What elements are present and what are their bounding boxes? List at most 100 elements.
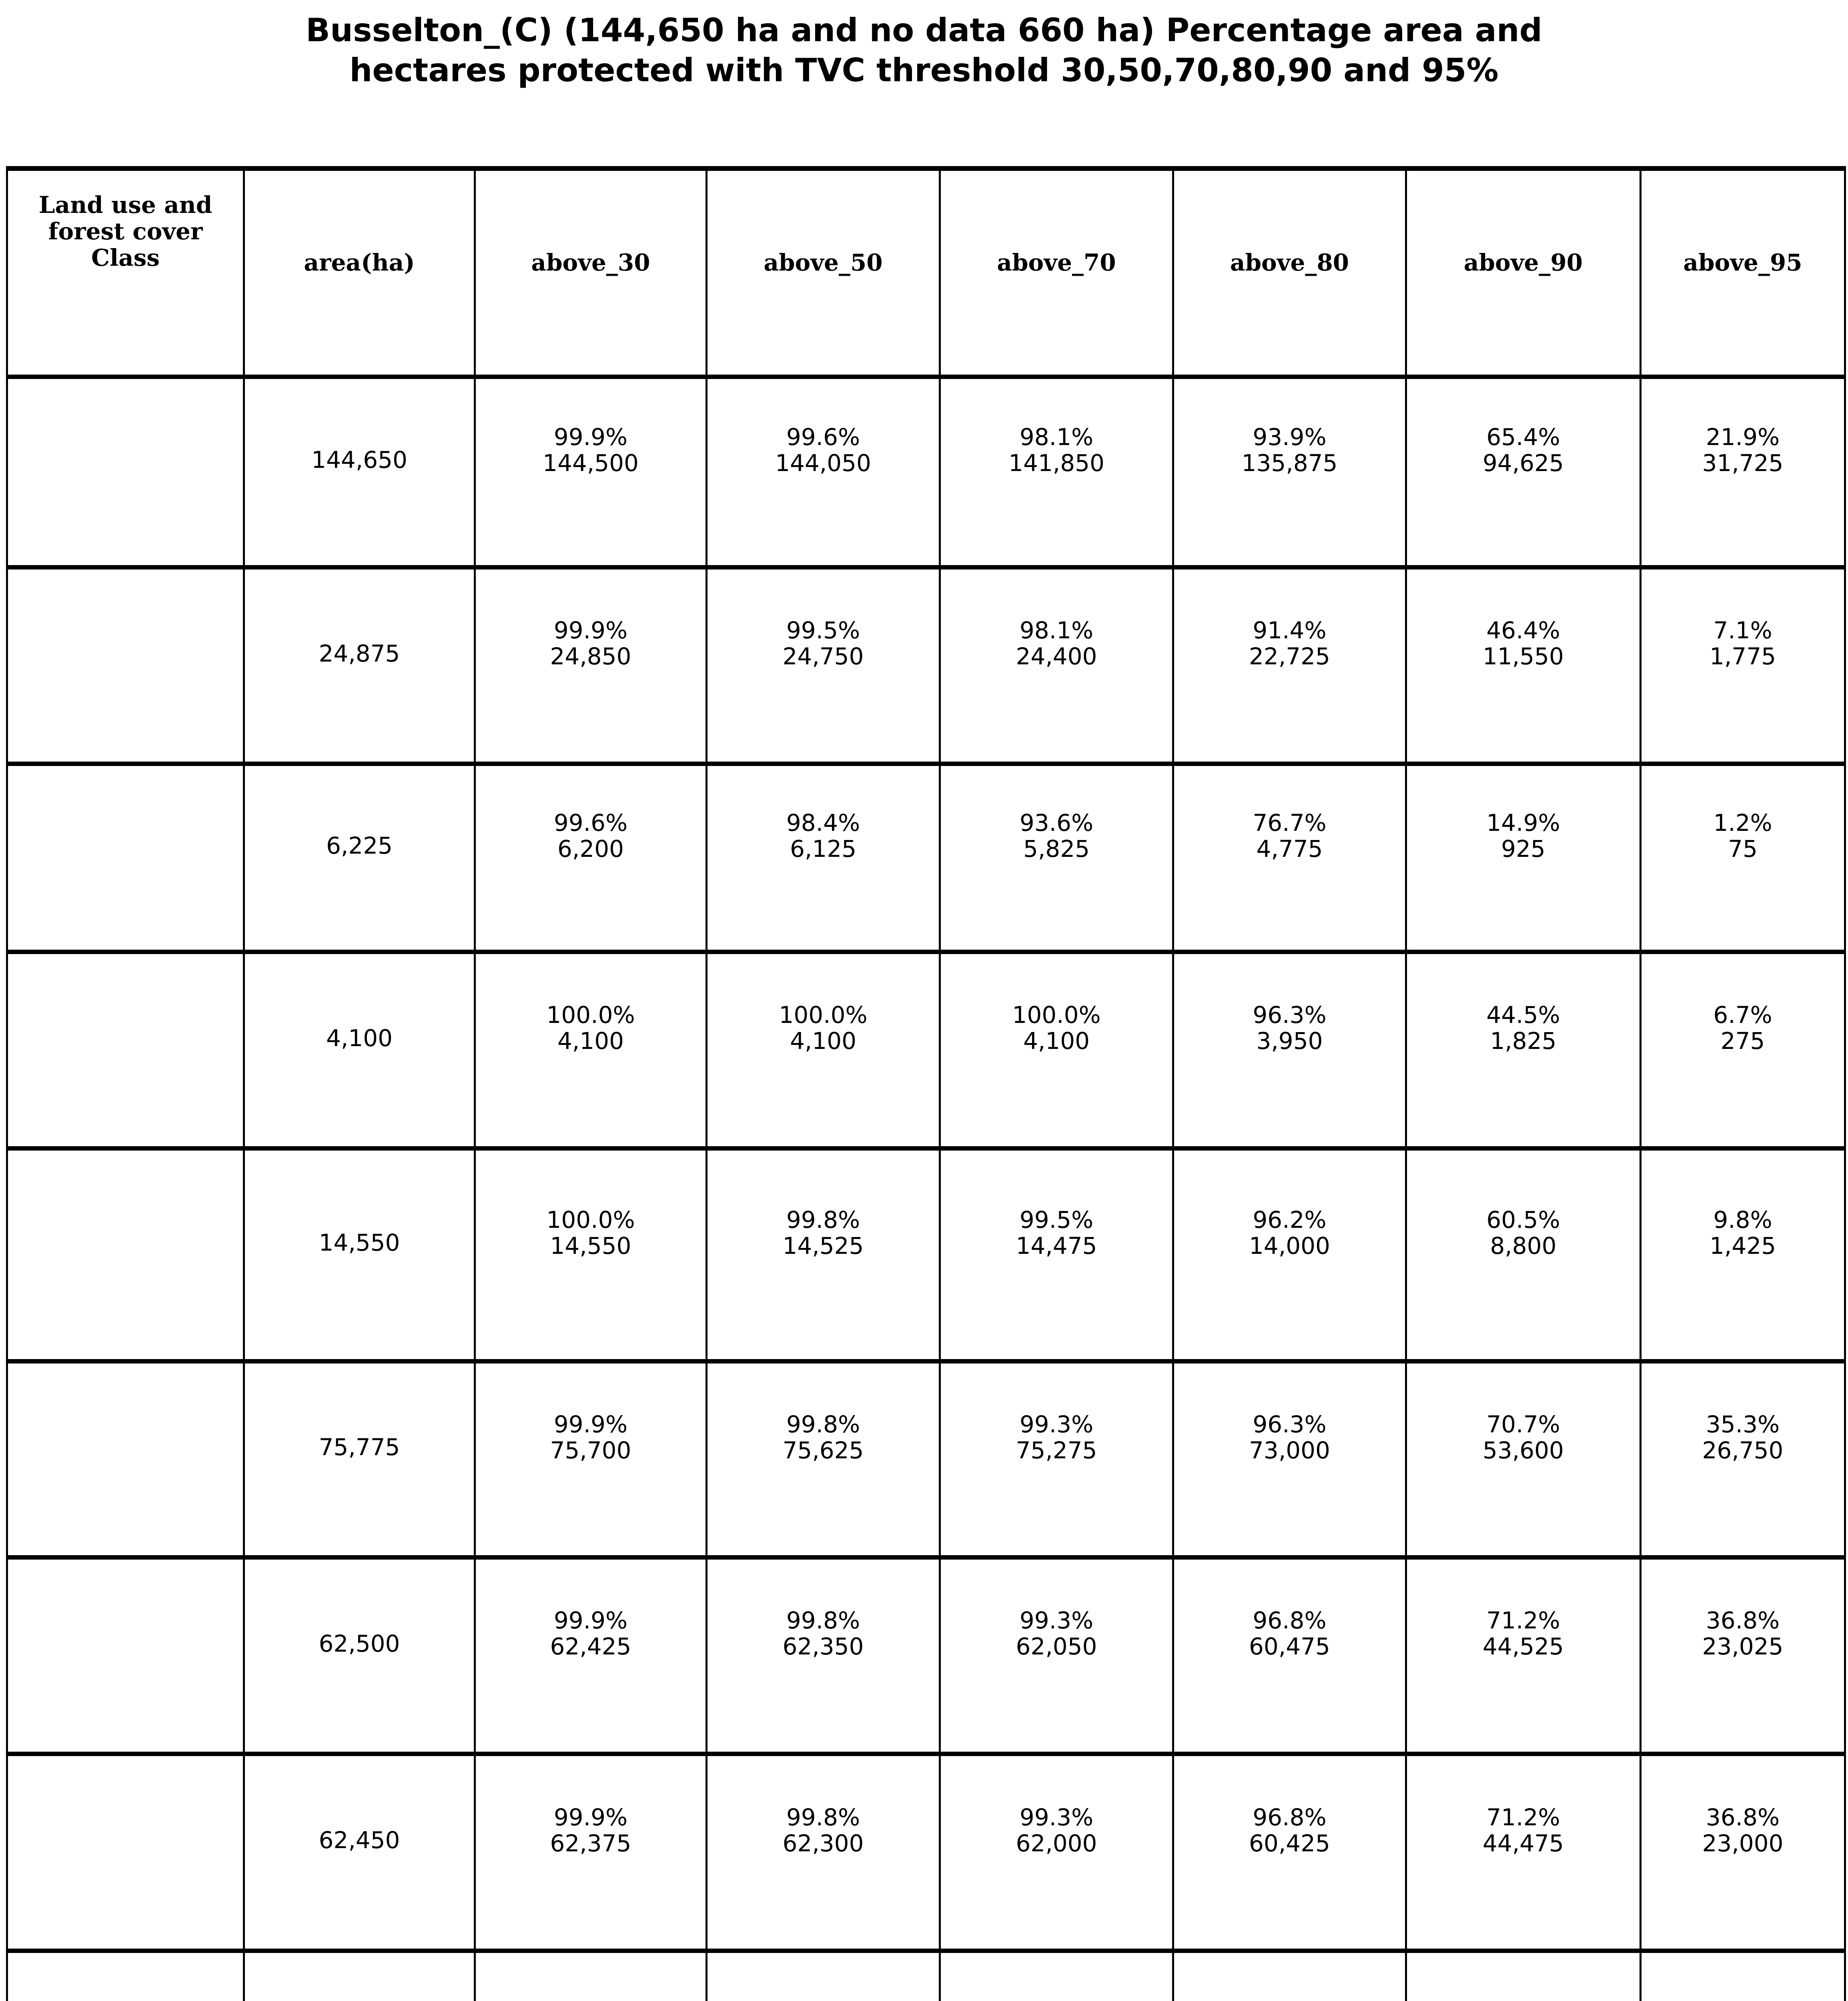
threshold-value-pair: 21.9% 31,725 — [1702, 424, 1784, 476]
threshold-cell: 99.3% 62,050 — [941, 1560, 1174, 1756]
percent-value: 71.2% — [1486, 1607, 1560, 1634]
percent-value: 35.3% — [1706, 1410, 1780, 1438]
threshold-cell: 91.4% 22,725 — [1174, 569, 1407, 766]
hectares-value: 1,775 — [1709, 643, 1776, 670]
percent-value: 96.8% — [1253, 1803, 1327, 1831]
hectares-value: 144,050 — [775, 449, 871, 477]
threshold-value-pair: 98.1% 24,400 — [1016, 618, 1097, 670]
threshold-cell: 100.0%13,275 — [708, 1953, 941, 2001]
hectares-value: 141,850 — [1008, 449, 1104, 477]
threshold-cell: 71.2% 44,525 — [1407, 1560, 1642, 1756]
threshold-cell: 65.4% 94,625 — [1407, 379, 1642, 569]
row-label-cell: Conservation and natural environments Wo… — [8, 954, 245, 1151]
percent-value: 99.3% — [1019, 1803, 1094, 1831]
threshold-cell: 35.3% 26,750 — [1642, 1363, 1844, 1560]
hectares-value: 14,550 — [550, 1232, 631, 1259]
hectares-value: 4,775 — [1256, 835, 1323, 862]
threshold-value-pair: 93.6% 5,825 — [1020, 810, 1093, 862]
hectares-value: 11,550 — [1483, 643, 1564, 670]
hectares-value: 24,850 — [550, 643, 631, 670]
percent-value: 99.3% — [1019, 1607, 1094, 1634]
percent-value: 99.9% — [553, 1410, 628, 1438]
area-value: 24,875 — [319, 640, 400, 667]
threshold-value-pair: 99.9% 24,850 — [550, 618, 631, 670]
hectares-value: 62,000 — [1016, 1829, 1097, 1857]
row-label-cell: Grazing non forest — [8, 1756, 245, 1953]
area-cell: 4,100 — [245, 954, 476, 1151]
threshold-cell: 21.9% 31,725 — [1642, 379, 1844, 569]
threshold-cell: 98.4% 6,125 — [708, 766, 941, 954]
row-label-cell: Entire region — [8, 379, 245, 569]
hectares-value: 6,125 — [790, 835, 857, 862]
threshold-value-pair: 71.2% 44,475 — [1483, 1804, 1564, 1857]
column-header: area(ha) — [245, 171, 476, 379]
area-cell: 14,550 — [245, 1151, 476, 1363]
threshold-cell: 96.2% 14,000 — [1174, 1151, 1407, 1363]
percent-value: 99.8% — [786, 1803, 860, 1831]
column-header: Land use and forest cover Class — [8, 171, 245, 379]
percent-value: 99.8% — [786, 1206, 860, 1233]
area-value: 62,450 — [319, 1827, 400, 1854]
threshold-cell: 99.9% 75,700 — [476, 1363, 708, 1560]
column-header: above_90 — [1407, 171, 1642, 379]
threshold-value-pair: 100.0% 14,550 — [546, 1207, 635, 1259]
percent-value: 9.8% — [1713, 1206, 1772, 1233]
threshold-value-pair: 100.0% 4,100 — [546, 1002, 635, 1054]
threshold-cell: 9.8% 1,425 — [1642, 1151, 1844, 1363]
hectares-value: 14,525 — [782, 1232, 864, 1259]
threshold-cell: 99.9% 62,375 — [476, 1756, 708, 1953]
hectares-value: 1,425 — [1709, 1232, 1776, 1259]
threshold-value-pair: 65.4% 94,625 — [1483, 424, 1564, 476]
percent-value: 46.4% — [1486, 617, 1560, 644]
area-cell: 6,225 — [245, 766, 476, 954]
area-cell: 62,450 — [245, 1756, 476, 1953]
percent-value: 99.6% — [786, 423, 860, 451]
row-label-cell: Agriculture — [8, 1363, 245, 1560]
hectares-value: 23,025 — [1702, 1633, 1784, 1660]
hectares-value: 1,825 — [1490, 1027, 1557, 1055]
hectares-value: 24,750 — [782, 643, 864, 670]
threshold-value-pair: 60.5% 8,800 — [1486, 1207, 1560, 1259]
percent-value: 96.2% — [1253, 1206, 1327, 1233]
area-cell: 62,500 — [245, 1560, 476, 1756]
threshold-value-pair: 93.9% 135,875 — [1242, 424, 1338, 476]
area-value: 4,100 — [326, 1024, 393, 1052]
threshold-value-pair: 96.3% 3,950 — [1253, 1002, 1326, 1054]
threshold-cell: 28.1%3,725 — [1642, 1953, 1844, 2001]
threshold-value-pair: 70.7% 53,600 — [1483, 1410, 1564, 1464]
percent-value: 100.0% — [546, 1001, 635, 1029]
page-title-line1: Busselton_(C) (144,650 ha and no data 66… — [306, 12, 1542, 49]
column-header: above_70 — [941, 171, 1174, 379]
hectares-value: 62,350 — [782, 1633, 864, 1660]
percent-value: 98.4% — [786, 809, 860, 836]
threshold-value-pair: 99.9% 75,700 — [550, 1410, 631, 1464]
threshold-cell: 93.9% 135,875 — [1174, 379, 1407, 569]
row-label: Conservation and natural environments Fo… — [12, 1131, 239, 1264]
hectares-value: 73,000 — [1249, 1436, 1330, 1464]
hectares-value: 31,725 — [1702, 449, 1784, 477]
threshold-cell: 44.5% 1,825 — [1407, 954, 1642, 1151]
threshold-value-pair: 44.5% 1,825 — [1486, 1002, 1560, 1054]
threshold-cell: 99.6%13,225 — [941, 1953, 1174, 2001]
area-value: 62,500 — [319, 1630, 400, 1657]
column-header: above_95 — [1642, 171, 1844, 379]
hectares-value: 62,050 — [1016, 1633, 1097, 1660]
percent-value: 70.7% — [1486, 1410, 1560, 1438]
percent-value: 44.5% — [1486, 1001, 1560, 1029]
column-header: above_30 — [476, 171, 708, 379]
area-cell: 13,275 — [245, 1953, 476, 2001]
threshold-cell: 99.8% 14,525 — [708, 1151, 941, 1363]
threshold-value-pair: 1.2% 75 — [1713, 810, 1772, 862]
threshold-value-pair: 35.3% 26,750 — [1702, 1410, 1784, 1464]
column-header-label: above_50 — [764, 249, 883, 277]
area-cell: 24,875 — [245, 569, 476, 766]
row-label: Agriculture — [50, 1431, 200, 1458]
threshold-value-pair: 99.8% 62,300 — [783, 1803, 864, 1857]
column-header-label: above_70 — [997, 249, 1116, 277]
threshold-value-pair: 99.6% 144,050 — [775, 424, 871, 476]
percent-value: 7.1% — [1713, 617, 1772, 644]
threshold-value-pair: 100.0% 4,100 — [1012, 1002, 1100, 1054]
threshold-cell: 7.1% 1,775 — [1642, 569, 1844, 766]
percent-value: 93.6% — [1019, 809, 1094, 836]
percent-value: 93.9% — [1253, 423, 1327, 451]
